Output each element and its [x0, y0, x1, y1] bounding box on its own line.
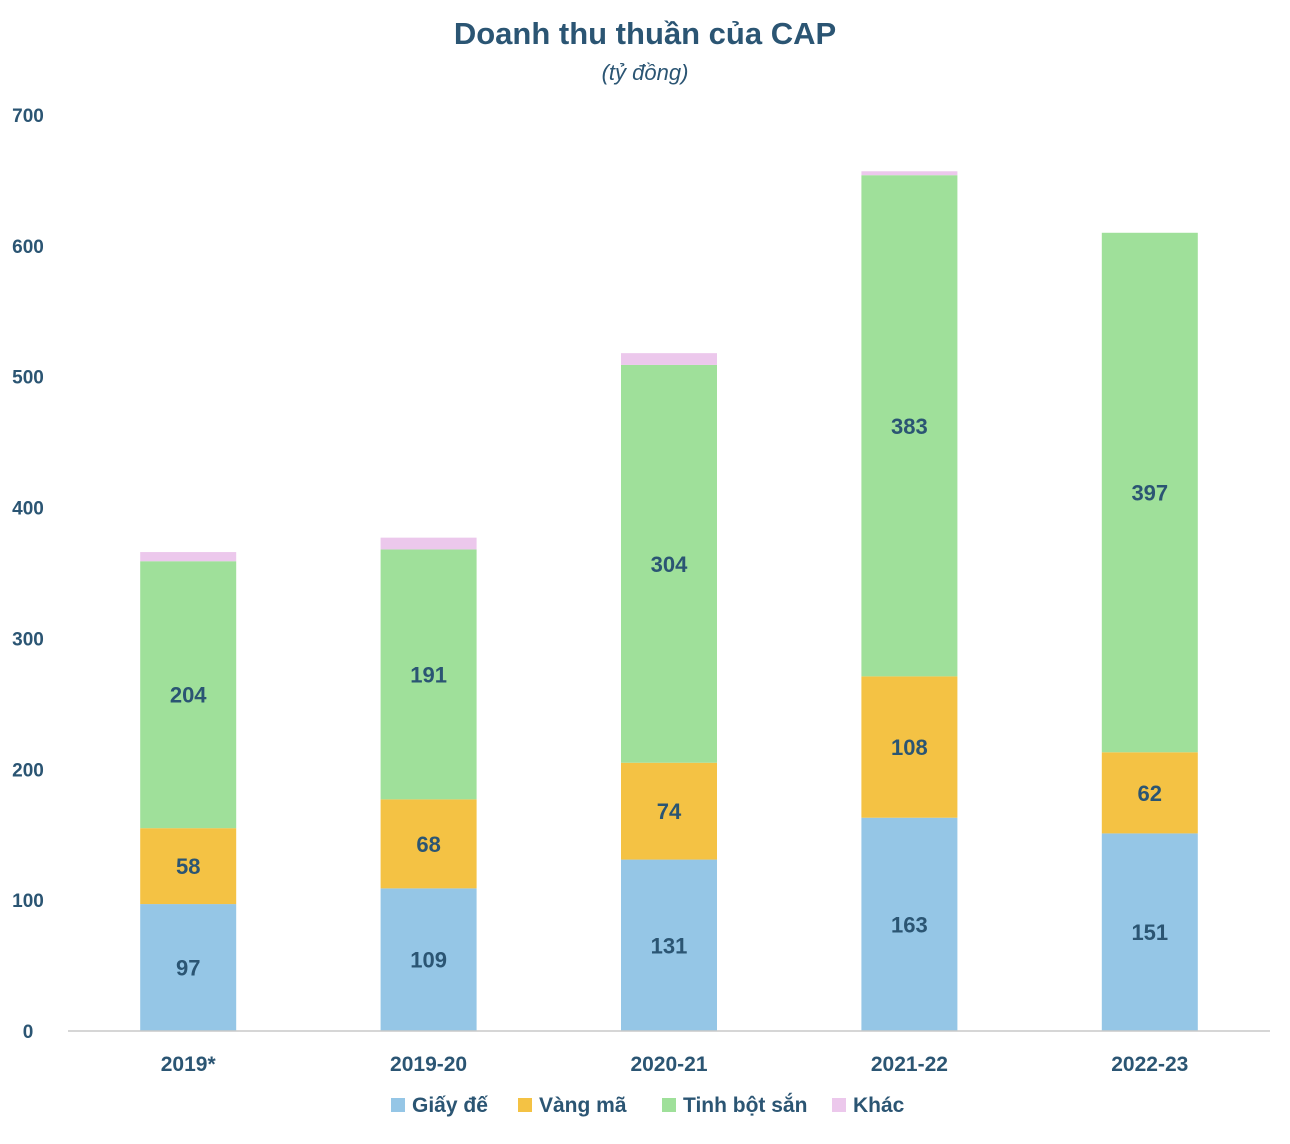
bar-segment-vàng-mã — [1101, 752, 1198, 834]
data-label: 74 — [657, 799, 682, 824]
y-tick-label: 300 — [12, 629, 44, 650]
data-label: 204 — [170, 683, 207, 708]
legend: Giấy đế Vàng mã Tinh bột sắn Khác — [391, 1093, 905, 1117]
bar-segment-giấy-đế — [621, 859, 717, 1031]
bar-segment-tinh-bột-sắn — [140, 561, 237, 829]
data-label: 109 — [410, 948, 447, 973]
bar-segment-vàng-mã — [861, 676, 958, 818]
legend-swatch — [518, 1098, 532, 1112]
legend-label: Tinh bột sắn — [683, 1093, 807, 1117]
bar-segment-giấy-đế — [140, 904, 237, 1031]
bar-segment-vàng-mã — [621, 762, 717, 860]
x-tick-label: 2021-22 — [871, 1053, 948, 1076]
bar-segment-vàng-mã — [140, 828, 237, 905]
bar-segment-giấy-đế — [380, 888, 477, 1031]
legend-label: Vàng mã — [539, 1094, 627, 1117]
data-label: 304 — [651, 552, 688, 577]
x-axis: 2019* 2019-20 2020-21 2021-22 2022-23 — [161, 1053, 1189, 1076]
x-tick-label: 2019-20 — [390, 1053, 467, 1076]
y-tick-label: 200 — [12, 760, 44, 781]
y-tick-label: 0 — [23, 1022, 34, 1043]
x-tick-label: 2022-23 — [1111, 1053, 1188, 1076]
bar-segment-tinh-bột-sắn — [621, 364, 717, 763]
legend-swatch — [832, 1098, 846, 1112]
bar-segment-tinh-bột-sắn — [380, 549, 477, 800]
bar-segment-tinh-bột-sắn — [1101, 232, 1198, 753]
x-tick-label: 2019* — [161, 1053, 217, 1076]
data-label: 191 — [410, 662, 447, 687]
y-axis: 0 100 200 300 400 500 600 700 — [12, 106, 44, 1043]
data-label: 58 — [176, 854, 200, 879]
y-tick-label: 500 — [12, 368, 44, 389]
data-label: 68 — [416, 832, 440, 857]
chart-subtitle: (tỷ đồng) — [602, 60, 689, 85]
data-label: 131 — [651, 933, 688, 958]
bars-group: 97 58 204 109 68 191 131 74 304 163 108 383 151 62 397 — [140, 171, 1198, 1031]
bar-segment-khác — [621, 353, 717, 365]
data-label: 163 — [891, 912, 928, 937]
bar-segment-giấy-đế — [861, 817, 958, 1031]
bar-segment-tinh-bột-sắn — [861, 175, 958, 677]
bar-segment-khác — [861, 171, 958, 176]
legend-swatch — [662, 1098, 676, 1112]
bar-segment-vàng-mã — [380, 799, 477, 889]
legend-label: Giấy đế — [412, 1094, 488, 1117]
data-label: 383 — [891, 414, 928, 439]
data-label: 97 — [176, 956, 200, 981]
bar-segment-khác — [140, 552, 237, 562]
y-tick-label: 400 — [12, 499, 44, 520]
data-label: 62 — [1138, 781, 1162, 806]
y-tick-label: 600 — [12, 237, 44, 258]
legend-swatch — [391, 1098, 405, 1112]
data-label: 108 — [891, 735, 928, 760]
data-label: 397 — [1131, 481, 1168, 506]
legend-label: Khác — [853, 1094, 905, 1117]
data-label: 151 — [1131, 920, 1168, 945]
chart-title: Doanh thu thuần của CAP — [454, 16, 836, 51]
x-tick-label: 2020-21 — [630, 1053, 707, 1076]
y-tick-label: 700 — [12, 106, 44, 127]
bar-segment-khác — [380, 537, 477, 550]
y-tick-label: 100 — [12, 891, 44, 912]
bar-segment-giấy-đế — [1101, 833, 1198, 1031]
